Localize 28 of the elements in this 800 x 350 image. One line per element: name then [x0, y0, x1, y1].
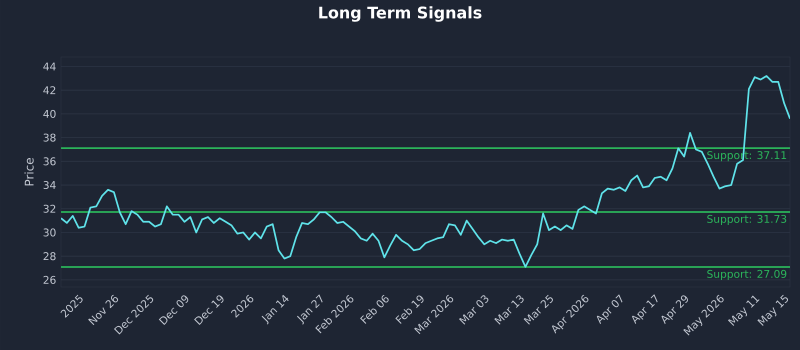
line-series: [61, 75, 790, 268]
y-tick-label: 44: [43, 62, 56, 70]
y-tick-label: 40: [43, 110, 56, 118]
x-tick-label: Apr 29: [661, 295, 688, 324]
y-tick-label: 42: [43, 86, 56, 94]
y-tick-label: 38: [44, 134, 56, 142]
ref-line-label: Support: 27.09: [707, 270, 786, 280]
x-tick-label: Dec 09: [158, 295, 188, 325]
y-axis-title: Price: [24, 158, 34, 186]
y-tick-label: 34: [44, 181, 56, 190]
x-tick-label: Feb 06: [360, 294, 389, 324]
y-tick-label: 32: [44, 204, 56, 213]
y-tick-label: 36: [44, 157, 56, 166]
y-tick-label: 26: [44, 276, 56, 284]
x-tick-label: Mar 13: [494, 295, 524, 325]
y-tick-label: 28: [44, 252, 56, 260]
y-tick-label: 30: [44, 228, 56, 236]
x-tick-label: Apr 17: [632, 294, 658, 324]
x-tick-label: Dec 19: [194, 295, 224, 325]
x-tick-label: Feb 19: [395, 295, 424, 324]
x-tick-label: Jan 27: [296, 294, 323, 325]
x-tick-label: Jan 14: [262, 294, 289, 325]
x-tick-label: Apr 07: [596, 294, 622, 324]
ref-line-label: Support: 31.73: [707, 214, 786, 225]
x-tick-label: Mar 03: [459, 295, 488, 325]
chart-title: Long Term Signals: [319, 6, 482, 22]
x-tick-label: Nov 26: [88, 294, 118, 326]
x-tick-label: Mar 25: [524, 294, 553, 325]
